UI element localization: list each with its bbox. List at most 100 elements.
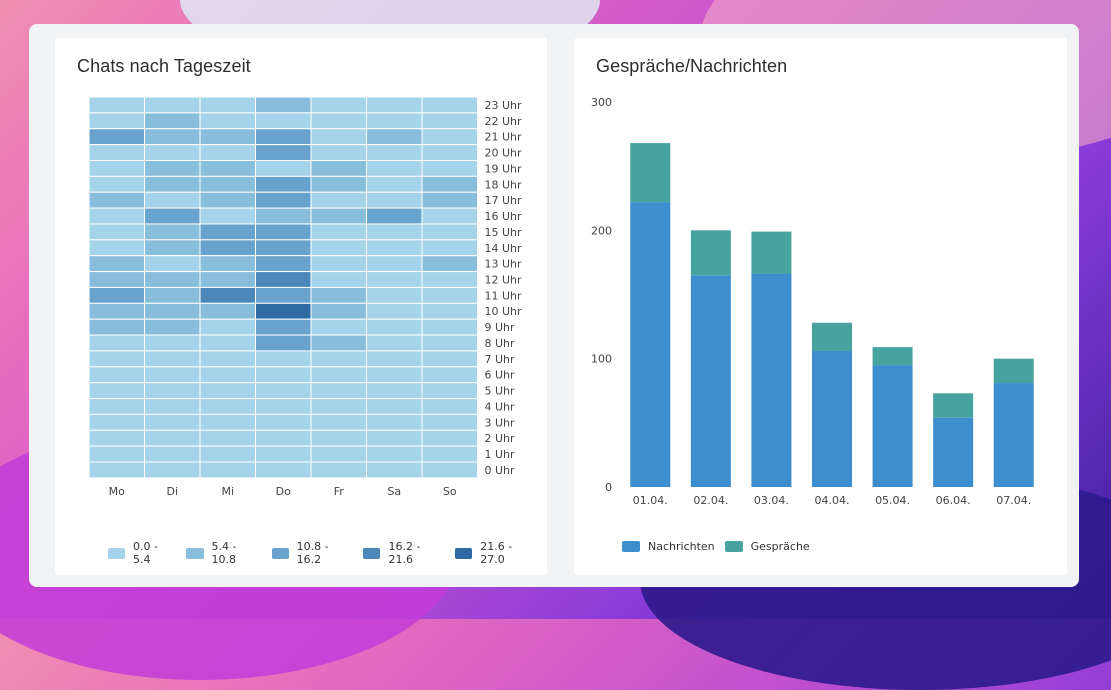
legend-swatch [622,541,640,552]
hour-label: 15 Uhr [485,226,523,239]
heatmap-cell [199,175,256,193]
heatmap-cell [88,239,145,257]
heatmap-cell [310,128,367,146]
heatmap-cell [144,413,201,431]
heatmap-cell [144,223,201,241]
bar-gespraeche[interactable] [933,393,974,418]
heatmap-cell [144,318,201,336]
bar-legend: Nachrichten Gespräche [622,540,820,553]
heatmap-cell [255,429,312,447]
bar-nachrichten[interactable] [690,275,731,487]
bar-gespraeche[interactable] [812,322,852,351]
heatmap-cell [421,144,478,161]
heatmap-cell [366,334,423,352]
bar-gespraeche[interactable] [751,231,792,274]
heatmap-cell [366,144,423,161]
heatmap-cell [366,350,423,368]
hour-label: 23 Uhr [485,99,523,112]
bar-legend-item[interactable]: Nachrichten [622,540,715,553]
heatmap-cell [366,112,423,130]
heatmap-cell [255,382,312,400]
hour-label: 18 Uhr [485,178,523,191]
y-tick-label: 200 [591,224,612,237]
heatmap-legend-item[interactable]: 0.0 - 5.4 [108,540,176,566]
heatmap-cell [310,286,367,304]
heatmap-cell [255,398,312,415]
hour-label: 9 Uhr [485,321,516,334]
heatmap-legend-item[interactable]: 5.4 - 10.8 [186,540,261,566]
heatmap-cell [255,96,312,114]
heatmap-cell [310,175,367,193]
bar-gespraeche[interactable] [690,230,731,276]
x-tick-label: 07.04. [996,494,1031,507]
x-tick-label: 04.04. [815,494,850,507]
heatmap-cell [88,461,145,479]
legend-label: 10.8 - 16.2 [296,540,329,566]
heatmap-cell [144,286,201,304]
heatmap-cell [199,302,256,320]
heatmap-cell [310,144,367,161]
heatmap-cell [255,350,312,368]
heatmap-cell [199,366,256,384]
heatmap-legend-item[interactable]: 10.8 - 16.2 [271,540,354,566]
heatmap-cell [88,175,145,193]
hour-label: 11 Uhr [485,289,523,302]
heatmap-cell [255,334,312,352]
bar-gespraeche[interactable] [872,347,913,366]
heatmap-cell [88,286,145,304]
heatmap-cell [144,239,201,257]
hour-label: 13 Uhr [485,258,523,271]
bar-gespraeche[interactable] [630,143,671,203]
heatmap-cell [199,223,256,241]
heatmap-cell [88,366,145,384]
heatmap-cell [255,223,312,241]
y-tick-label: 0 [605,481,612,494]
bar-nachrichten[interactable] [812,350,852,487]
heatmap-cell [421,461,478,479]
heatmap-cell [366,159,423,177]
heatmap-cell [255,302,312,320]
heatmap-cell [144,461,201,479]
heatmap-cell [144,144,201,161]
bar-nachrichten[interactable] [630,202,671,487]
heatmap-cell [310,429,367,447]
hour-label: 7 Uhr [485,353,516,366]
heatmap-card: Chats nach Tageszeit 23 Uhr 22 Uhr 21 Uhr 2… [55,38,547,575]
hour-label: 17 Uhr [485,194,523,207]
bar-nachrichten[interactable] [993,383,1034,487]
heatmap-cell [366,255,423,273]
heatmap-cell [144,350,201,368]
heatmap-cell [199,112,256,130]
heatmap-cell [199,334,256,352]
heatmap-cell [88,159,145,177]
heatmap-cell [255,366,312,384]
heatmap-cell [421,207,478,225]
heatmap-cell [310,255,367,273]
day-label: Mo [109,485,125,498]
heatmap-cell [199,144,256,161]
bar-nachrichten[interactable] [933,417,974,487]
bar-nachrichten[interactable] [872,365,913,487]
bar-nachrichten[interactable] [751,273,792,487]
x-tick-label: 01.04. [633,494,668,507]
heatmap-cell [421,175,478,193]
bar-gespraeche[interactable] [993,358,1034,384]
heatmap-cell [199,398,256,415]
heatmap-cell [366,413,423,431]
heatmap-cell [421,271,478,288]
heatmap-cell [366,128,423,146]
legend-swatch [271,547,289,559]
legend-label: 21.6 - 27.0 [480,540,513,566]
bar-legend-item[interactable]: Gespräche [724,540,810,553]
heatmap-cell [88,318,145,336]
heatmap-cell [310,239,367,257]
hour-label: 20 Uhr [485,147,523,160]
heatmap-cell [255,159,312,177]
heatmap-cell [310,191,367,209]
heatmap-legend-item[interactable]: 21.6 - 27.0 [455,540,537,566]
x-tick-label: 05.04. [875,494,910,507]
heatmap-cell [255,286,312,304]
heatmap-cell [255,207,312,225]
heatmap-cell [310,271,367,288]
heatmap-legend-item[interactable]: 16.2 - 21.6 [363,540,445,566]
